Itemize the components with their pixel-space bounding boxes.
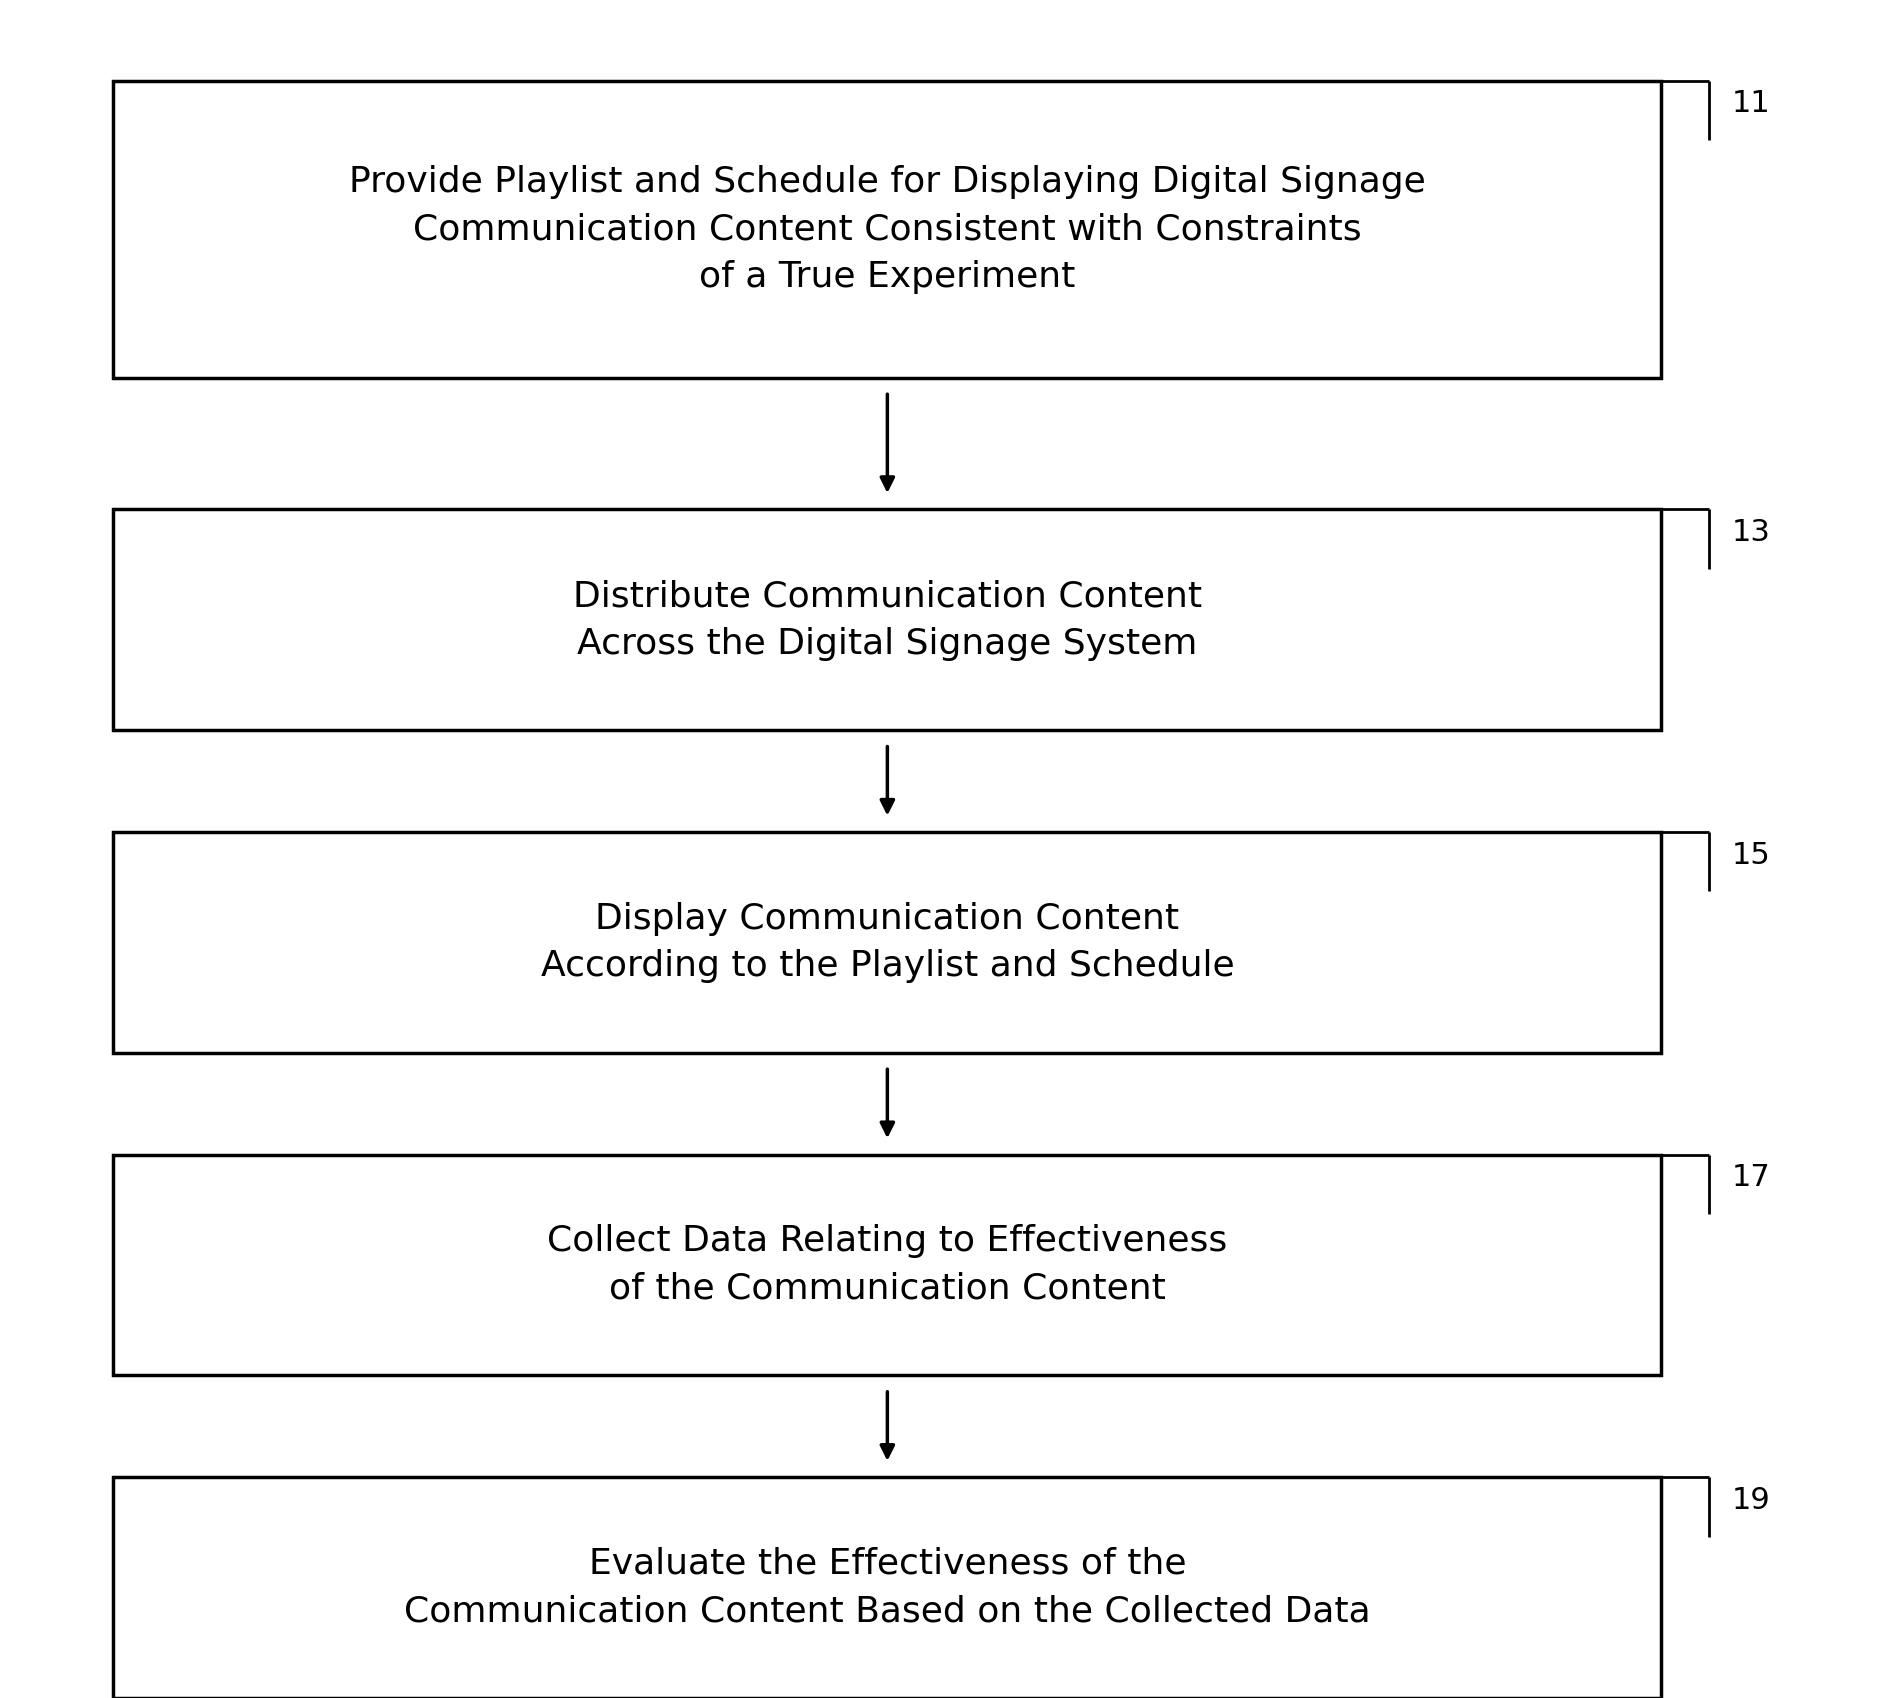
Text: Display Communication Content
According to the Playlist and Schedule: Display Communication Content According … xyxy=(540,902,1235,983)
Bar xyxy=(113,1155,1661,1375)
Text: 15: 15 xyxy=(1731,841,1771,869)
Text: Collect Data Relating to Effectiveness
of the Communication Content: Collect Data Relating to Effectiveness o… xyxy=(548,1224,1227,1306)
Bar xyxy=(113,1477,1661,1698)
Text: 19: 19 xyxy=(1731,1486,1771,1515)
Bar xyxy=(113,509,1661,730)
Bar xyxy=(113,82,1661,379)
Text: 11: 11 xyxy=(1731,90,1771,119)
Text: 13: 13 xyxy=(1731,518,1771,547)
Text: 17: 17 xyxy=(1731,1163,1771,1192)
Text: Distribute Communication Content
Across the Digital Signage System: Distribute Communication Content Across … xyxy=(572,579,1203,661)
Text: Provide Playlist and Schedule for Displaying Digital Signage
Communication Conte: Provide Playlist and Schedule for Displa… xyxy=(349,165,1425,294)
Bar xyxy=(113,832,1661,1053)
Text: Evaluate the Effectiveness of the
Communication Content Based on the Collected D: Evaluate the Effectiveness of the Commun… xyxy=(404,1547,1371,1628)
